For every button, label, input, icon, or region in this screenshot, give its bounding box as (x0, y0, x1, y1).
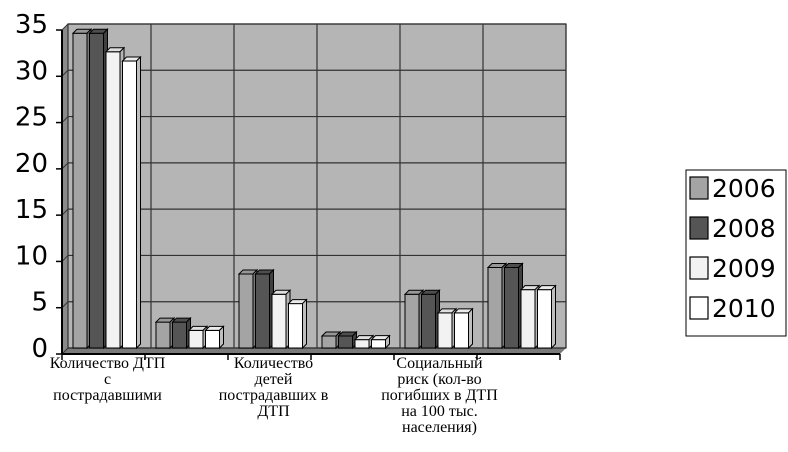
legend-item: 2006 (689, 174, 776, 203)
bar (486, 262, 508, 350)
legend-swatch (689, 216, 709, 240)
plot-border (67, 23, 567, 349)
bars (71, 28, 557, 350)
bar (88, 28, 109, 350)
bar (204, 325, 225, 350)
y-tick-label: 15 (15, 195, 48, 225)
legend: 2006 2008 2009 2010 (685, 169, 787, 337)
bar (370, 334, 391, 350)
y-tick-label: 10 (15, 241, 48, 271)
axes (56, 29, 561, 360)
side-wall (62, 24, 68, 354)
y-tick-label: 30 (15, 56, 48, 86)
bar (353, 334, 375, 350)
floor (62, 348, 566, 354)
legend-swatch (689, 176, 709, 200)
bar (154, 316, 176, 350)
bar (121, 55, 142, 350)
legend-item: 2009 (689, 254, 776, 283)
legend-label: 2009 (712, 254, 776, 283)
y-tick-label: 0 (31, 334, 48, 364)
y-axis-ticks: 0 5 10 15 20 25 30 35 (15, 10, 48, 364)
bar (453, 307, 474, 350)
bar (187, 325, 209, 350)
bar (171, 316, 192, 350)
bar (519, 284, 541, 350)
bar (71, 28, 93, 350)
bar (436, 307, 458, 350)
bar (403, 289, 425, 350)
x-category-label: Количество ДТП с пострадавшими (50, 355, 166, 404)
x-axis-labels: Количество ДТП с пострадавшими Количество де… (50, 355, 498, 436)
bar (536, 284, 557, 350)
bar (503, 262, 524, 350)
legend-item: 2010 (689, 294, 776, 323)
h-gridline-side (61, 23, 69, 31)
bar (287, 298, 308, 350)
legend-label: 2006 (712, 174, 776, 203)
bar (254, 268, 275, 350)
legend-label: 2008 (712, 214, 776, 243)
bar (104, 46, 126, 350)
legend-label: 2010 (712, 294, 776, 323)
legend-swatch (689, 256, 709, 280)
gridlines (61, 23, 567, 355)
y-tick-label: 35 (15, 10, 48, 40)
bar (420, 289, 441, 350)
bar (237, 268, 259, 350)
bar (337, 330, 358, 350)
x-category-label: Количество детей пострадавших в ДТП (219, 355, 329, 420)
y-tick-label: 25 (15, 103, 48, 133)
legend-item: 2008 (689, 214, 776, 243)
bar (270, 289, 292, 350)
legend-swatch (689, 296, 709, 320)
y-tick-label: 5 (31, 288, 48, 318)
x-category-label: Социальный риск (кол-во погибших в ДТП на 1… (381, 355, 498, 436)
y-tick-label: 20 (15, 149, 48, 179)
bar (320, 330, 342, 350)
